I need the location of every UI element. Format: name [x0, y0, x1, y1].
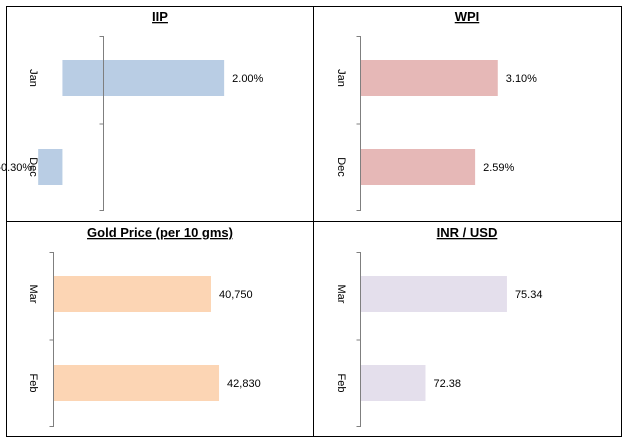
data-label: 2.00% — [232, 73, 263, 85]
bar-mar — [53, 276, 211, 312]
data-label: 2.59% — [483, 162, 514, 174]
data-label: 75.34 — [515, 289, 543, 301]
bar-jan — [360, 60, 498, 96]
chart-title: INR / USD — [437, 225, 498, 240]
category-label: Feb — [335, 374, 347, 393]
category-label: Jan — [27, 69, 39, 87]
data-label: -0.30% — [0, 162, 32, 174]
category-label: Dec — [335, 157, 347, 177]
category-label: Dec — [27, 157, 39, 177]
bar-dec — [360, 149, 476, 185]
bar-feb — [360, 365, 426, 401]
data-label: 3.10% — [506, 73, 537, 85]
chart-title: Gold Price (per 10 gms) — [87, 225, 233, 240]
data-label: 42,830 — [227, 378, 261, 390]
bar-dec — [38, 149, 63, 185]
data-label: 72.38 — [433, 378, 461, 390]
bar-feb — [53, 365, 220, 401]
category-label: Feb — [27, 374, 39, 393]
chart-title: WPI — [455, 9, 480, 24]
category-label: Mar — [27, 285, 39, 304]
bar-mar — [360, 276, 507, 312]
chart-title: IIP — [152, 9, 168, 24]
data-label: 40,750 — [219, 289, 253, 301]
bar-jan — [62, 60, 225, 96]
category-label: Jan — [335, 69, 347, 87]
category-label: Mar — [335, 285, 347, 304]
chart-panel-4: INR / USD 75.34 Mar 72.38 Feb — [335, 225, 542, 427]
chart-panel-2: WPI 3.10% Jan 2.59% Dec — [335, 9, 537, 211]
chart-panel-1: IIP 2.00% Jan -0.30%Dec — [0, 9, 264, 211]
chart-panel-3: Gold Price (per 10 gms) 40,750 Mar 42,830 Fe… — [27, 225, 261, 427]
